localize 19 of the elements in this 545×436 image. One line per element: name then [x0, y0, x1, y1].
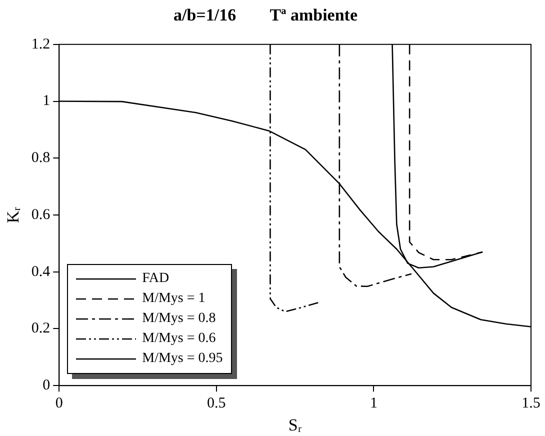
legend-label: M/Mys = 0.95 — [142, 350, 223, 368]
y-tick-label: 0.4 — [31, 264, 51, 280]
y-tick-label: 0 — [42, 378, 50, 394]
x-tick-label: 1 — [370, 396, 378, 412]
legend-label: M/Mys = 0.8 — [142, 310, 216, 328]
y-tick-label: 1.2 — [31, 36, 50, 52]
legend-label: FAD — [142, 270, 170, 288]
y-axis-title: Kᵣ — [4, 206, 23, 224]
chart-title: a/b=1/16 Tª ambiente — [173, 6, 358, 25]
x-axis-title: Sᵣ — [288, 415, 302, 434]
y-tick-label: 0.6 — [31, 206, 51, 223]
x-tick-label: 1.5 — [522, 396, 540, 412]
y-tick-label: 0.2 — [31, 320, 50, 337]
legend-label: M/Mys = 1 — [142, 290, 206, 308]
y-tick-label: 0.8 — [31, 150, 50, 166]
x-tick-label: 0 — [55, 396, 63, 412]
x-tick-label: 0.5 — [207, 396, 226, 412]
y-tick-label: 1 — [42, 93, 50, 110]
legend-label: M/Mys = 0.6 — [142, 330, 216, 348]
